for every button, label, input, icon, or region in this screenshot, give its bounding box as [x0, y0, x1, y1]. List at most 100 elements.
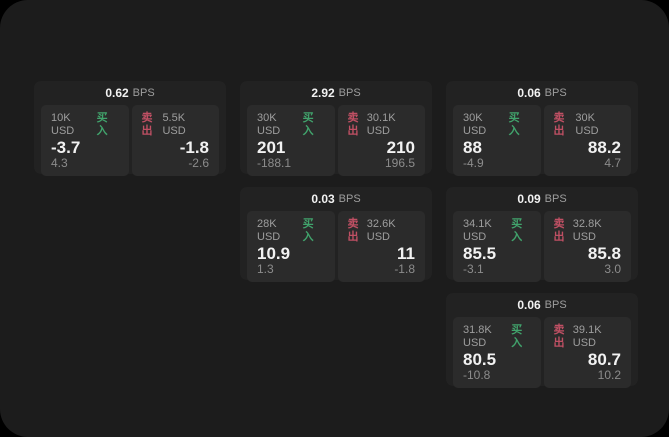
sell-side-label: 卖出 — [553, 218, 565, 243]
quote-card: 0.06 BPS 30K USD 买入 88 -4.9 卖出 30K USD 8… — [446, 81, 638, 176]
bps-value: 0.06 — [517, 86, 541, 100]
bps-value: 0.62 — [105, 86, 129, 100]
sell-side-label: 卖出 — [347, 112, 359, 137]
quote-tiles: 34.1K USD 买入 85.5 -3.1 卖出 32.8K USD 85.8… — [453, 211, 631, 282]
sell-amount: 30.1K USD — [366, 112, 396, 137]
buy-price: 85.5 — [463, 244, 497, 263]
sell-price: 11 — [397, 244, 415, 263]
quote-card: 0.06 BPS 31.8K USD 买入 80.5 -10.8 卖出 39.1… — [446, 293, 638, 388]
buy-amount: 30K USD — [463, 112, 487, 137]
buy-delta: -3.1 — [463, 262, 484, 276]
buy-side-label: 买入 — [511, 218, 523, 243]
sell-tile[interactable]: 卖出 32.8K USD 85.8 3.0 — [543, 211, 631, 282]
sell-side-label: 卖出 — [553, 324, 565, 349]
bps-unit-label: BPS — [544, 87, 567, 99]
sell-amount: 39.1K USD — [572, 324, 602, 349]
bps-value: 2.92 — [311, 86, 335, 100]
buy-tile-top: 30K USD 买入 — [257, 112, 325, 138]
buy-tile[interactable]: 30K USD 买入 88 -4.9 — [453, 105, 541, 176]
sell-price: 80.7 — [587, 350, 621, 369]
sell-price: 88.2 — [587, 138, 621, 157]
sell-amount: 32.6K USD — [366, 218, 396, 243]
buy-tile-top: 30K USD 买入 — [463, 112, 531, 138]
buy-amount: 28K USD — [257, 218, 281, 243]
bps-unit-label: BPS — [544, 299, 567, 311]
buy-tile[interactable]: 30K USD 买入 201 -188.1 — [247, 105, 335, 176]
bps-header: 0.06 BPS — [446, 81, 638, 105]
quote-tiles: 31.8K USD 买入 80.5 -10.8 卖出 39.1K USD 80.… — [453, 317, 631, 388]
sell-delta: 3.0 — [604, 262, 621, 276]
buy-side-label: 买入 — [508, 112, 520, 137]
buy-tile[interactable]: 34.1K USD 买入 85.5 -3.1 — [453, 211, 541, 282]
buy-tile-top: 34.1K USD 买入 — [463, 218, 531, 244]
sell-tile[interactable]: 卖出 30K USD 88.2 4.7 — [543, 105, 631, 176]
buy-tile[interactable]: 31.8K USD 买入 80.5 -10.8 — [453, 317, 541, 388]
buy-delta: -4.9 — [463, 156, 484, 170]
buy-amount: 10K USD — [51, 112, 75, 137]
quote-tiles: 10K USD 买入 -3.7 4.3 卖出 5.5K USD -1.8 -2.… — [41, 105, 219, 176]
bps-unit-label: BPS — [544, 193, 567, 205]
quote-card: 0.09 BPS 34.1K USD 买入 85.5 -3.1 卖出 32.8K… — [446, 187, 638, 282]
buy-price: 88 — [463, 138, 482, 157]
sell-delta: 196.5 — [384, 156, 415, 170]
quote-card: 0.03 BPS 28K USD 买入 10.9 1.3 卖出 32.6K US… — [240, 187, 432, 282]
sell-side-label: 卖出 — [347, 218, 359, 243]
bps-value: 0.06 — [517, 298, 541, 312]
buy-delta: -188.1 — [257, 156, 292, 170]
sell-tile-top: 卖出 32.8K USD — [554, 218, 622, 244]
buy-delta: -10.8 — [463, 368, 491, 382]
sell-tile[interactable]: 卖出 5.5K USD -1.8 -2.6 — [131, 105, 219, 176]
sell-delta: -1.8 — [394, 262, 415, 276]
sell-tile[interactable]: 卖出 30.1K USD 210 196.5 — [337, 105, 425, 176]
sell-tile-top: 卖出 30.1K USD — [348, 112, 416, 138]
sell-delta: 4.7 — [604, 156, 621, 170]
sell-tile-top: 卖出 39.1K USD — [554, 324, 622, 350]
buy-tile-top: 10K USD 买入 — [51, 112, 119, 138]
quote-card-grid: 0.62 BPS 10K USD 买入 -3.7 4.3 卖出 5.5K USD… — [34, 81, 638, 388]
sell-side-label: 卖出 — [141, 112, 153, 137]
sell-amount: 32.8K USD — [572, 218, 602, 243]
bps-unit-label: BPS — [338, 87, 361, 99]
quote-tiles: 30K USD 买入 201 -188.1 卖出 30.1K USD 210 1… — [247, 105, 425, 176]
sell-price: -1.8 — [179, 138, 209, 157]
sell-tile-top: 卖出 32.6K USD — [348, 218, 416, 244]
buy-tile-top: 28K USD 买入 — [257, 218, 325, 244]
bps-value: 0.09 — [517, 192, 541, 206]
buy-side-label: 买入 — [302, 112, 314, 137]
bps-header: 0.62 BPS — [34, 81, 226, 105]
buy-price: 201 — [257, 138, 286, 157]
buy-amount: 30K USD — [257, 112, 281, 137]
sell-side-label: 卖出 — [553, 112, 565, 137]
buy-tile[interactable]: 28K USD 买入 10.9 1.3 — [247, 211, 335, 282]
buy-amount: 31.8K USD — [463, 324, 492, 349]
buy-delta: 1.3 — [257, 262, 274, 276]
bps-header: 0.03 BPS — [240, 187, 432, 211]
quote-tiles: 30K USD 买入 88 -4.9 卖出 30K USD 88.2 4.7 — [453, 105, 631, 176]
sell-tile-top: 卖出 30K USD — [554, 112, 622, 138]
bps-header: 0.09 BPS — [446, 187, 638, 211]
buy-side-label: 买入 — [302, 218, 314, 243]
bps-unit-label: BPS — [132, 87, 155, 99]
buy-price: 80.5 — [463, 350, 497, 369]
sell-tile-top: 卖出 5.5K USD — [142, 112, 210, 138]
buy-tile-top: 31.8K USD 买入 — [463, 324, 531, 350]
sell-tile[interactable]: 卖出 32.6K USD 11 -1.8 — [337, 211, 425, 282]
quote-tiles: 28K USD 买入 10.9 1.3 卖出 32.6K USD 11 -1.8 — [247, 211, 425, 282]
sell-delta: 10.2 — [597, 368, 621, 382]
sell-tile[interactable]: 卖出 39.1K USD 80.7 10.2 — [543, 317, 631, 388]
quote-card: 0.62 BPS 10K USD 买入 -3.7 4.3 卖出 5.5K USD… — [34, 81, 226, 176]
buy-side-label: 买入 — [511, 324, 523, 349]
sell-amount: 30K USD — [575, 112, 599, 137]
sell-price: 85.8 — [587, 244, 621, 263]
buy-price: -3.7 — [51, 138, 81, 157]
buy-delta: 4.3 — [51, 156, 68, 170]
sell-delta: -2.6 — [188, 156, 209, 170]
bps-header: 2.92 BPS — [240, 81, 432, 105]
buy-side-label: 买入 — [96, 112, 108, 137]
sell-amount: 5.5K USD — [162, 112, 186, 137]
bps-header: 0.06 BPS — [446, 293, 638, 317]
quote-card: 2.92 BPS 30K USD 买入 201 -188.1 卖出 30.1K … — [240, 81, 432, 176]
buy-tile[interactable]: 10K USD 买入 -3.7 4.3 — [41, 105, 129, 176]
